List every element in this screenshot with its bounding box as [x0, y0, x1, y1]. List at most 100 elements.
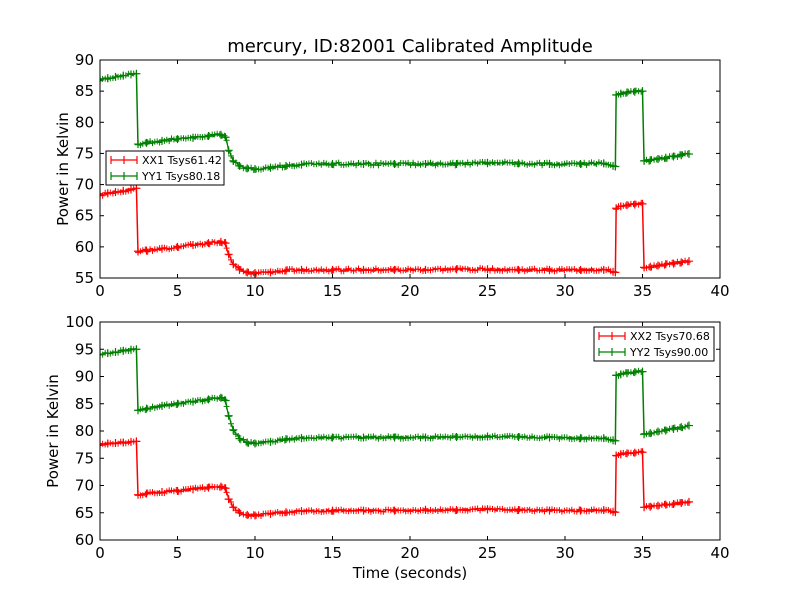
- data-point: [359, 265, 368, 274]
- data-point: [514, 432, 523, 441]
- data-point: [224, 495, 233, 504]
- data-point: [646, 156, 655, 165]
- x-tick-label: 15: [323, 544, 342, 562]
- x-tick-label: 35: [633, 282, 652, 300]
- series-1-red: [100, 437, 693, 520]
- data-point: [119, 186, 128, 195]
- data-point: [158, 136, 166, 145]
- x-tick-label: 5: [173, 282, 183, 300]
- data-point: [599, 506, 608, 515]
- data-point: [100, 191, 104, 200]
- data-point: [133, 490, 142, 499]
- y-axis-label: Power in Kelvin: [54, 112, 72, 226]
- series-jump-line: [614, 455, 617, 513]
- data-point: [576, 265, 585, 274]
- data-point: [133, 247, 142, 256]
- data-point: [229, 260, 238, 269]
- data-point: [297, 160, 306, 169]
- data-point: [243, 438, 252, 447]
- data-point: [282, 266, 290, 275]
- y-tick-label: 60: [75, 531, 94, 549]
- data-point: [576, 506, 585, 515]
- data-point: [599, 159, 608, 168]
- x-tick-label: 15: [323, 282, 342, 300]
- data-point: [173, 135, 182, 144]
- data-point: [251, 511, 259, 520]
- data-point: [390, 433, 399, 442]
- data-point: [119, 71, 128, 80]
- data-point: [111, 438, 120, 447]
- data-point: [282, 508, 290, 517]
- legend-marker-swatch: [598, 332, 626, 340]
- data-point: [638, 448, 647, 457]
- data-point: [359, 433, 368, 442]
- data-point: [677, 498, 686, 507]
- data-point: [638, 199, 647, 208]
- data-point: [669, 424, 678, 433]
- legend-entry-label: YY2 Tsys90.00: [629, 346, 708, 359]
- data-point: [100, 440, 104, 449]
- data-point: [127, 70, 135, 79]
- y-tick-label: 80: [75, 422, 94, 440]
- series-jump-line: [641, 203, 645, 268]
- data-point: [677, 151, 686, 160]
- chart-panel-2: 0 5 10 15 20 25 30 35 40 60 65 70 75 80 85 90 95 100 Power…: [44, 313, 730, 582]
- series-jump-line: [614, 208, 617, 273]
- data-point: [545, 265, 554, 274]
- series-jump-line: [135, 188, 139, 252]
- data-point: [204, 395, 213, 404]
- data-point: [119, 346, 128, 355]
- data-point: [611, 436, 620, 445]
- y-tick-label: 70: [75, 176, 94, 194]
- data-point: [243, 164, 252, 173]
- x-tick-label: 0: [95, 544, 105, 562]
- legend-marker-swatch: [598, 348, 626, 356]
- data-point: [132, 69, 141, 78]
- x-tick-label: 20: [400, 544, 419, 562]
- x-tick-label: 25: [478, 282, 497, 300]
- data-point: [612, 204, 621, 213]
- data-point: [611, 508, 620, 517]
- data-point: [221, 239, 230, 248]
- series-jump-line: [135, 441, 139, 495]
- data-point: [204, 483, 213, 492]
- series-jump-line: [135, 349, 139, 411]
- data-point: [661, 426, 670, 435]
- data-point: [204, 131, 213, 140]
- data-point: [612, 371, 621, 380]
- data-point: [243, 510, 252, 519]
- data-point: [173, 486, 182, 495]
- data-point: [224, 146, 233, 155]
- data-point: [189, 240, 197, 249]
- x-tick-label: 20: [400, 282, 419, 300]
- data-point: [514, 506, 523, 515]
- data-point: [421, 433, 430, 442]
- data-point: [158, 488, 166, 497]
- data-point: [545, 506, 554, 515]
- y-tick-label: 80: [75, 113, 94, 131]
- data-point: [640, 430, 649, 439]
- data-point: [111, 347, 120, 356]
- data-point: [297, 265, 306, 274]
- x-axis-label: Time (seconds): [352, 564, 468, 582]
- data-point: [616, 450, 625, 459]
- data-point: [297, 434, 306, 443]
- data-point: [576, 160, 585, 169]
- data-point: [189, 133, 197, 142]
- data-point: [611, 162, 620, 171]
- data-point: [390, 506, 399, 515]
- data-point: [328, 160, 337, 169]
- data-point: [359, 160, 368, 169]
- x-tick-label: 40: [710, 544, 729, 562]
- data-point: [514, 159, 523, 168]
- data-point: [173, 399, 182, 408]
- series-2-green: [100, 69, 693, 173]
- legend-box: [105, 150, 225, 186]
- data-point: [599, 265, 608, 274]
- data-point: [616, 89, 625, 98]
- data-point: [630, 200, 639, 209]
- data-point: [483, 265, 492, 274]
- data-point: [514, 265, 523, 274]
- data-point: [142, 246, 151, 255]
